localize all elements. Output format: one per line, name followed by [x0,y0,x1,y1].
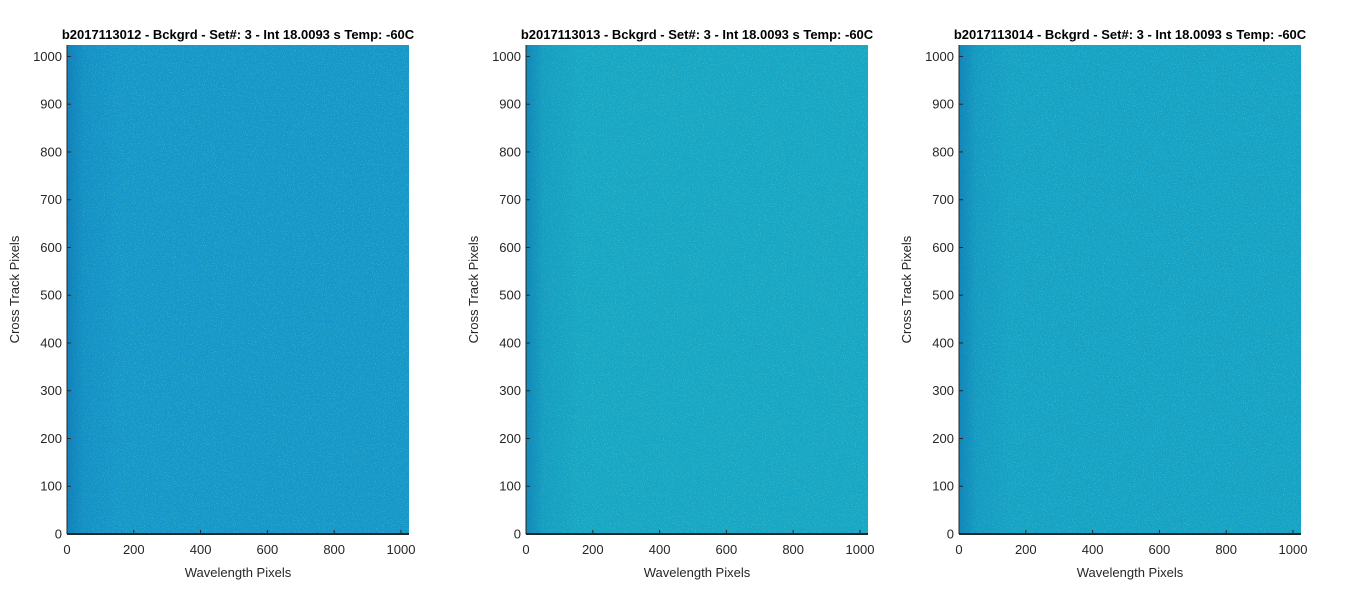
x-tick-label: 0 [955,542,962,557]
chart-title: b2017113013 - Bckgrd - Set#: 3 - Int 18.… [521,27,874,42]
x-tick-label: 600 [1149,542,1171,557]
y-axis-label: Cross Track Pixels [7,235,22,343]
y-tick-label: 200 [932,431,954,446]
x-axis-label: Wavelength Pixels [1077,565,1184,580]
y-axis-label: Cross Track Pixels [466,235,481,343]
x-tick-label: 0 [522,542,529,557]
y-tick-label: 100 [499,479,521,494]
x-tick-label: 0 [63,542,70,557]
y-tick-label: 400 [932,335,954,350]
y-tick-label: 500 [932,288,954,303]
chart-panel-3: 0 200 400 600 800 1000 0 100 200 300 400 500 600 700 8… [899,27,1307,580]
y-tick-label: 200 [499,431,521,446]
x-tick-label: 400 [649,542,671,557]
x-tick-label: 1000 [1279,542,1308,557]
chart-title: b2017113012 - Bckgrd - Set#: 3 - Int 18.… [62,27,415,42]
y-tick-label: 400 [499,335,521,350]
x-axis-label: Wavelength Pixels [185,565,292,580]
y-tick-label: 800 [932,144,954,159]
x-tick-label: 200 [1015,542,1037,557]
y-tick-label: 900 [932,97,954,112]
y-tick-label: 500 [499,288,521,303]
y-tick-label: 600 [932,240,954,255]
chart-title: b2017113014 - Bckgrd - Set#: 3 - Int 18.… [954,27,1307,42]
y-tick-label: 300 [499,383,521,398]
x-tick-label: 600 [716,542,738,557]
y-tick-label: 900 [499,97,521,112]
x-axis-label: Wavelength Pixels [644,565,751,580]
y-tick-label: 700 [932,192,954,207]
y-tick-label: 0 [55,527,62,542]
y-tick-label: 700 [499,192,521,207]
x-tick-label: 800 [1215,542,1237,557]
x-tick-label: 1000 [846,542,875,557]
y-tick-label: 300 [40,383,62,398]
y-tick-label: 800 [40,144,62,159]
x-tick-label: 200 [582,542,604,557]
y-axis-label: Cross Track Pixels [899,235,914,343]
y-tick-label: 300 [932,383,954,398]
heatmap-edge-shade [526,45,868,534]
x-tick-label: 200 [123,542,145,557]
x-tick-label: 400 [190,542,212,557]
y-tick-label: 1000 [492,49,521,64]
y-tick-label: 0 [514,527,521,542]
x-tick-label: 400 [1082,542,1104,557]
y-tick-label: 400 [40,335,62,350]
y-tick-label: 1000 [33,49,62,64]
y-tick-label: 100 [40,479,62,494]
y-tick-label: 600 [40,240,62,255]
x-tick-label: 800 [782,542,804,557]
heatmap-edge-shade [67,45,409,534]
y-tick-label: 200 [40,431,62,446]
x-tick-label: 1000 [387,542,416,557]
y-tick-label: 100 [932,479,954,494]
y-tick-label: 1000 [925,49,954,64]
x-tick-label: 800 [323,542,345,557]
y-tick-label: 500 [40,288,62,303]
heatmap-edge-shade [959,45,1301,534]
x-tick-label: 600 [257,542,279,557]
y-tick-label: 800 [499,144,521,159]
y-tick-label: 700 [40,192,62,207]
y-tick-label: 900 [40,97,62,112]
y-tick-label: 0 [947,527,954,542]
chart-panel-2: 0 200 400 600 800 1000 0 100 200 300 400 500 600 700 8… [466,27,874,580]
chart-panel-1: 0 200 400 600 800 1000 0 100 200 300 400 500 600 700 8… [7,27,415,580]
y-tick-label: 600 [499,240,521,255]
